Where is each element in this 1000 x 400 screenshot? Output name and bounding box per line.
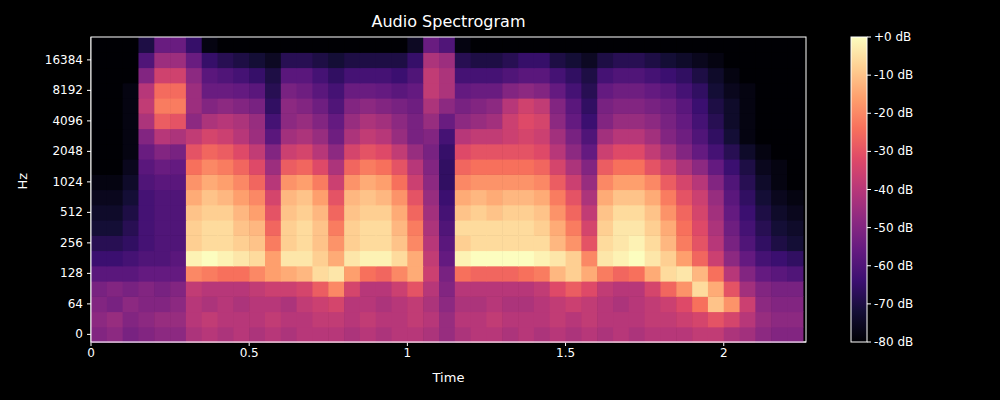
svg-text:-40 dB: -40 dB: [874, 183, 913, 197]
svg-text:1.5: 1.5: [556, 346, 575, 360]
svg-text:+0 dB: +0 dB: [874, 30, 911, 44]
svg-text:-70 dB: -70 dB: [874, 297, 913, 311]
svg-text:-20 dB: -20 dB: [874, 106, 913, 120]
svg-text:16384: 16384: [45, 53, 83, 67]
svg-text:256: 256: [60, 236, 83, 250]
svg-text:0: 0: [87, 346, 95, 360]
svg-text:2: 2: [720, 346, 728, 360]
svg-text:8192: 8192: [52, 83, 83, 97]
svg-text:4096: 4096: [52, 114, 83, 128]
svg-text:1: 1: [404, 346, 412, 360]
svg-text:64: 64: [68, 297, 83, 311]
svg-text:-10 dB: -10 dB: [874, 68, 913, 82]
svg-text:-50 dB: -50 dB: [874, 221, 913, 235]
svg-text:Hz: Hz: [15, 173, 30, 190]
svg-text:-80 dB: -80 dB: [874, 335, 913, 349]
svg-text:-30 dB: -30 dB: [874, 144, 913, 158]
svg-text:0.5: 0.5: [240, 346, 259, 360]
html-text:Audio Spectrogram: Audio Spectrogram: [371, 12, 526, 31]
svg-text:0: 0: [75, 327, 83, 341]
svg-text:1024: 1024: [52, 175, 83, 189]
svg-text:2048: 2048: [52, 144, 83, 158]
svg-text:Time: Time: [432, 370, 465, 385]
svg-text:128: 128: [60, 266, 83, 280]
svg-text:512: 512: [60, 205, 83, 219]
svg-text:-60 dB: -60 dB: [874, 259, 913, 273]
